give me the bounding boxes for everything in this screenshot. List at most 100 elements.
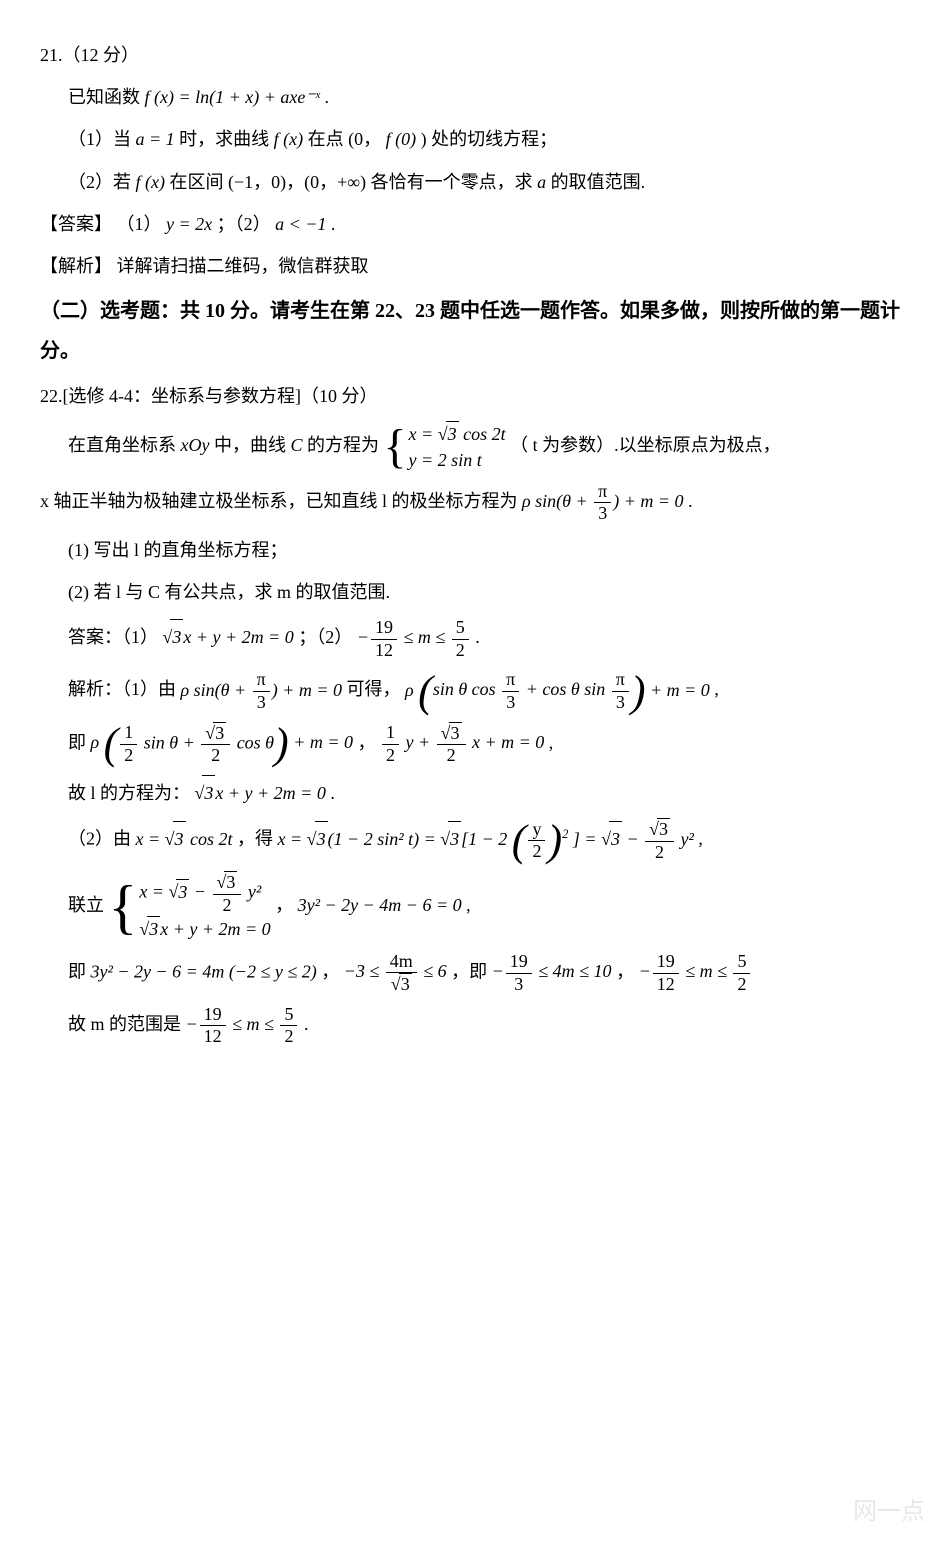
math: −1912 ≤ m ≤ 52 — [357, 627, 475, 647]
denominator: 3 — [594, 503, 611, 525]
text: 的方程为 — [307, 435, 384, 455]
q22-sol7: 故 m 的范围是 −1912 ≤ m ≤ 52 . — [40, 1004, 905, 1048]
q22-sol1: 解析：（1）由 ρ sin(θ + π3) + m = 0 可得， ρ ( si… — [40, 669, 905, 713]
fraction: 12 — [120, 722, 137, 766]
text: ρ sin(θ + — [522, 491, 592, 511]
sys-row2: y = 2 sin t — [409, 448, 506, 473]
q22-stem2: x 轴正半轴为极轴建立极坐标系，已知直线 l 的极坐标方程为 ρ sin(θ +… — [40, 481, 905, 525]
sqrt: 3 — [202, 775, 215, 810]
big-paren: ( y2 ) — [512, 819, 562, 863]
text: , — [698, 829, 703, 849]
numerator: y — [528, 819, 545, 842]
math: x = √3(1 − 2 sin² t) = √3[1 − 2 ( y2 ) 2… — [278, 829, 699, 849]
math: xOy — [181, 435, 210, 455]
text: x 轴正半轴为极轴建立极坐标系，已知直线 l 的极坐标方程为 — [40, 491, 522, 511]
fraction: 52 — [733, 951, 750, 995]
fraction: y2 — [528, 819, 545, 863]
math: f (0) — [386, 129, 417, 149]
fraction: 52 — [452, 617, 469, 661]
q21-solution: 【解析】 详解请扫描二维码，微信群获取 — [40, 249, 905, 283]
sqrt: 3 — [147, 916, 160, 942]
q22-part2: (2) 若 l 与 C 有公共点，求 m 的取值范围. — [40, 575, 905, 609]
q21-header: 21.（12 分） — [40, 38, 905, 72]
text: cos θ — [232, 732, 274, 752]
q21-part1: （1）当 a = 1 时，求曲线 f (x) 在点 (0， f (0) ) 处的… — [40, 122, 905, 156]
text: + cos θ sin — [521, 680, 610, 700]
text: （1） — [117, 214, 167, 234]
text: ；（2） — [298, 627, 357, 647]
text: − — [189, 882, 210, 902]
text: ， — [616, 961, 639, 981]
text: + m = 0 — [293, 732, 353, 752]
denominator: 2 — [120, 745, 137, 767]
numerator: 19 — [200, 1004, 226, 1027]
text: ， — [321, 961, 344, 981]
text: . — [475, 627, 480, 647]
q22-header: 22.[选修 4-4：坐标系与参数方程]（10 分） — [40, 379, 905, 413]
sqrt: 3 — [173, 821, 186, 856]
fraction: π3 — [594, 481, 611, 525]
rho: ρ — [91, 732, 100, 752]
text: （2）由 — [68, 829, 136, 849]
denominator: 3 — [502, 692, 519, 714]
text: (1 − 2 sin² t) = — [328, 829, 441, 849]
text: ) + m = 0 — [272, 680, 342, 700]
text: . — [331, 214, 336, 234]
math: f (x) — [136, 172, 165, 192]
sys-row1: x = √3 cos 2t — [409, 421, 506, 447]
solution-label: 【解析】 — [40, 256, 112, 276]
sqrt: 3 — [399, 973, 412, 996]
q22-stem1: 在直角坐标系 xOy 中，曲线 C 的方程为 { x = √3 cos 2t y… — [40, 421, 905, 472]
text: ≤ m ≤ — [399, 627, 450, 647]
denominator: 12 — [371, 640, 397, 662]
fraction: √32 — [201, 722, 230, 767]
math: a < −1 — [275, 214, 326, 234]
numerator: 5 — [280, 1004, 297, 1027]
math: 3y² − 2y − 4m − 6 = 0 — [298, 895, 462, 915]
text: ；（2） — [217, 214, 276, 234]
fraction: √32 — [645, 818, 674, 863]
text: x = — [278, 829, 307, 849]
fraction: 1912 — [653, 951, 679, 995]
text: 联立 — [68, 895, 109, 915]
fraction: π3 — [502, 669, 519, 713]
math: −193 ≤ 4m ≤ 10 — [492, 961, 616, 981]
math: 12 y + √32 x + m = 0 — [380, 732, 549, 752]
right-paren-icon: ) — [631, 670, 646, 714]
text: 可得， — [347, 680, 406, 700]
text: （ t 为参数）.以坐标原点为极点， — [510, 435, 781, 455]
watermark: 网一点 — [853, 1490, 925, 1536]
text: ρ sin(θ + — [181, 680, 251, 700]
rho: ρ — [405, 680, 414, 700]
text: （1）当 — [68, 129, 136, 149]
q22-sol5: 联立 { x = √3 − √32 y² √3x + y + 2m = 0 ， … — [40, 871, 905, 942]
text: ， — [357, 732, 375, 752]
text: 在直角坐标系 — [68, 435, 181, 455]
q22-sol6: 即 3y² − 2y − 6 = 4m (−2 ≤ y ≤ 2) ， −3 ≤ … — [40, 951, 905, 996]
text: , — [549, 732, 554, 752]
math: √3x + y + 2m = 0 — [195, 783, 326, 803]
fraction: √32 — [437, 722, 466, 767]
sqrt: 3 — [609, 821, 622, 856]
text: ≤ 4m ≤ 10 — [534, 961, 612, 981]
denominator: 2 — [645, 842, 674, 864]
left-paren-icon: ( — [104, 722, 119, 766]
text: ，即 — [451, 961, 492, 981]
text: x = — [136, 829, 165, 849]
right-paren-icon: ) — [274, 722, 289, 766]
text: − — [639, 961, 651, 981]
text: − — [186, 1014, 198, 1034]
denominator: 3 — [253, 692, 270, 714]
q21-answer: 【答案】 （1） y = 2x ；（2） a < −1 . — [40, 207, 905, 241]
text: , — [714, 680, 719, 700]
text: [1 − 2 — [461, 829, 507, 849]
text: ) 处的切线方程； — [421, 129, 558, 149]
q22-sol2: 即 ρ ( 12 sin θ + √32 cos θ ) + m = 0 ， 1… — [40, 722, 905, 767]
text: + m = 0 — [650, 680, 710, 700]
text: ) + m = 0 — [613, 491, 683, 511]
denominator: 2 — [201, 745, 230, 767]
numerator: π — [594, 481, 611, 504]
fraction: √32 — [213, 871, 242, 916]
text: . — [330, 783, 335, 803]
numerator: √3 — [201, 722, 230, 746]
